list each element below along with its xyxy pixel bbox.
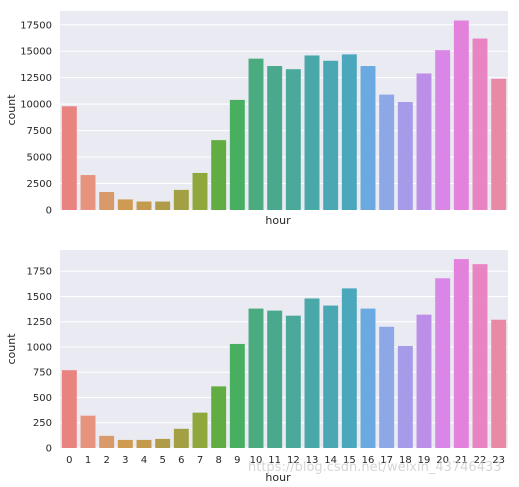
bar-hour-1: [80, 175, 96, 210]
x-tick-label: 17: [380, 455, 393, 466]
y-tick-label: 5000: [27, 153, 52, 164]
x-tick-label: 8: [215, 455, 221, 466]
bar-hour-16: [360, 308, 376, 448]
bar-hour-1: [80, 415, 96, 448]
x-tick-label: 9: [234, 455, 240, 466]
y-axis-label: count: [5, 333, 18, 365]
y-tick-label: 10000: [20, 100, 52, 111]
bar-hour-5: [155, 201, 171, 210]
x-tick-label: 5: [159, 455, 165, 466]
bar-hour-4: [136, 201, 152, 210]
bar-hour-17: [379, 326, 395, 448]
y-tick-label: 750: [33, 368, 52, 379]
bar-hour-3: [117, 199, 133, 210]
y-tick-label: 1000: [27, 342, 52, 353]
bar-hour-8: [211, 140, 227, 210]
x-tick-label: 15: [343, 455, 356, 466]
y-tick-label: 15000: [20, 47, 52, 58]
y-tick-label: 250: [33, 418, 52, 429]
bar-hour-22: [472, 264, 488, 448]
bar-hour-6: [173, 428, 189, 448]
x-tick-label: 0: [66, 455, 72, 466]
bar-hour-7: [192, 172, 208, 210]
x-tick-label: 7: [197, 455, 203, 466]
y-tick-label: 0: [46, 206, 52, 217]
bar-hour-19: [416, 314, 432, 448]
bar-hour-21: [453, 20, 469, 210]
x-tick-label: 14: [324, 455, 337, 466]
x-axis-label: hour: [265, 214, 291, 227]
x-axis-label: hour: [265, 471, 291, 484]
bar-hour-11: [267, 66, 283, 210]
x-tick-label: 21: [455, 455, 468, 466]
bar-hour-0: [61, 370, 77, 448]
x-tick-label: 4: [141, 455, 147, 466]
x-tick-label: 13: [306, 455, 319, 466]
x-tick-label: 23: [492, 455, 505, 466]
plot-background: [60, 11, 508, 210]
bar-hour-10: [248, 58, 264, 210]
y-tick-label: 500: [33, 393, 52, 404]
bar-hour-17: [379, 94, 395, 210]
bar-hour-21: [453, 259, 469, 448]
bar-hour-12: [285, 315, 301, 448]
bar-hour-5: [155, 438, 171, 448]
chart-top: 0 2500 5000 7500 10000 12500 15000 17500 hour cou…: [5, 11, 508, 227]
bar-hour-15: [341, 54, 357, 210]
bar-hour-13: [304, 298, 320, 448]
y-tick-label: 2500: [27, 179, 52, 190]
y-tick-label: 1500: [27, 292, 52, 303]
bar-hour-9: [229, 99, 245, 210]
bar-hour-15: [341, 288, 357, 448]
y-tick-label: 17500: [20, 20, 52, 31]
bar-hour-7: [192, 412, 208, 448]
bar-hour-0: [61, 106, 77, 210]
bar-hour-20: [435, 278, 451, 448]
y-tick-label: 1750: [27, 267, 52, 278]
x-tick-label: 1: [85, 455, 91, 466]
x-tick-label: 11: [268, 455, 281, 466]
bar-hour-14: [323, 305, 339, 448]
x-tick-label: 12: [287, 455, 300, 466]
y-tick-label: 12500: [20, 73, 52, 84]
x-tick-label: 20: [436, 455, 449, 466]
x-tick-label: 19: [418, 455, 431, 466]
bar-hour-13: [304, 55, 320, 211]
bar-hour-16: [360, 66, 376, 210]
bar-hour-23: [491, 319, 507, 448]
x-tick-label: 10: [250, 455, 263, 466]
bar-hour-8: [211, 386, 227, 448]
bar-hour-23: [491, 78, 507, 210]
x-tick-label: 2: [103, 455, 109, 466]
y-tick-label: 1250: [27, 317, 52, 328]
bar-hour-19: [416, 73, 432, 211]
y-axis-label: count: [5, 94, 18, 126]
bar-hour-14: [323, 60, 339, 210]
bar-hour-18: [397, 345, 413, 448]
bar-hour-2: [99, 192, 115, 210]
bar-hour-18: [397, 102, 413, 210]
bar-hour-20: [435, 50, 451, 211]
bar-hour-3: [117, 439, 133, 448]
y-tick-label: 7500: [27, 126, 52, 137]
plot-background: [60, 250, 508, 448]
bar-hour-22: [472, 38, 488, 211]
bar-hour-2: [99, 435, 115, 448]
watermark-text: https://blog.csdn.net/weixin_43746433: [248, 460, 502, 475]
x-tick-label: 18: [399, 455, 412, 466]
bar-hour-9: [229, 343, 245, 448]
x-tick-label: 22: [474, 455, 487, 466]
x-tick-label: 3: [122, 455, 128, 466]
bar-hour-4: [136, 439, 152, 448]
bar-hour-11: [267, 310, 283, 448]
x-tick-label: 6: [178, 455, 184, 466]
bar-hour-10: [248, 308, 264, 448]
bar-hour-12: [285, 69, 301, 211]
x-tick-label: 16: [362, 455, 375, 466]
y-tick-label: 0: [46, 444, 52, 455]
bar-hour-6: [173, 189, 189, 210]
